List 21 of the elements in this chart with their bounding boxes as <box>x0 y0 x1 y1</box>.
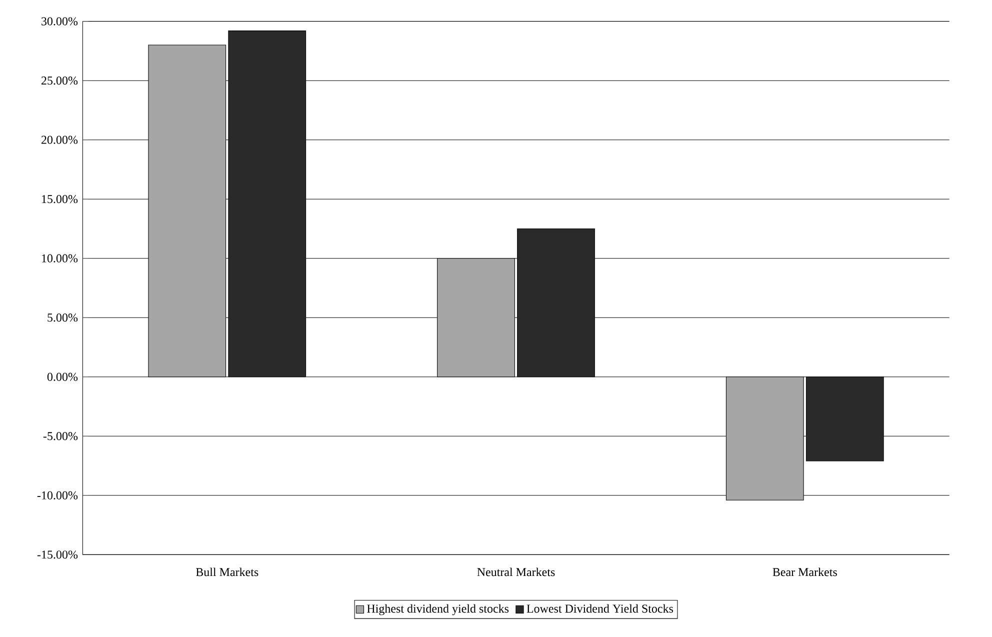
y-tick-label: -15.00% <box>37 550 78 559</box>
x-tick-label: Bull Markets <box>196 568 258 576</box>
y-tick-label: 25.00% <box>41 76 78 84</box>
y-tick-label: 20.00% <box>41 136 78 144</box>
bar <box>806 376 884 462</box>
bar <box>517 228 595 377</box>
y-tick-label: 30.00% <box>42 17 78 26</box>
y-tick-label: -5.00% <box>43 432 78 440</box>
y-tick-label: 10.00% <box>42 254 78 262</box>
y-tick-label: 5.00% <box>48 313 78 322</box>
bar <box>726 376 804 500</box>
legend-label: Lowest Dividend Yield Stocks <box>526 604 674 613</box>
bar <box>148 44 226 377</box>
bar <box>228 30 306 377</box>
legend-label: Highest dividend yield stocks <box>367 604 509 616</box>
y-tick-label: -10.00% <box>37 491 78 500</box>
x-tick-label: Neutral Markets <box>477 568 555 576</box>
x-tick-label: Bear Markets <box>772 568 837 576</box>
y-tick-label: 0.00% <box>47 372 78 381</box>
bar <box>437 258 515 377</box>
y-tick-label: 15.00% <box>42 194 78 204</box>
